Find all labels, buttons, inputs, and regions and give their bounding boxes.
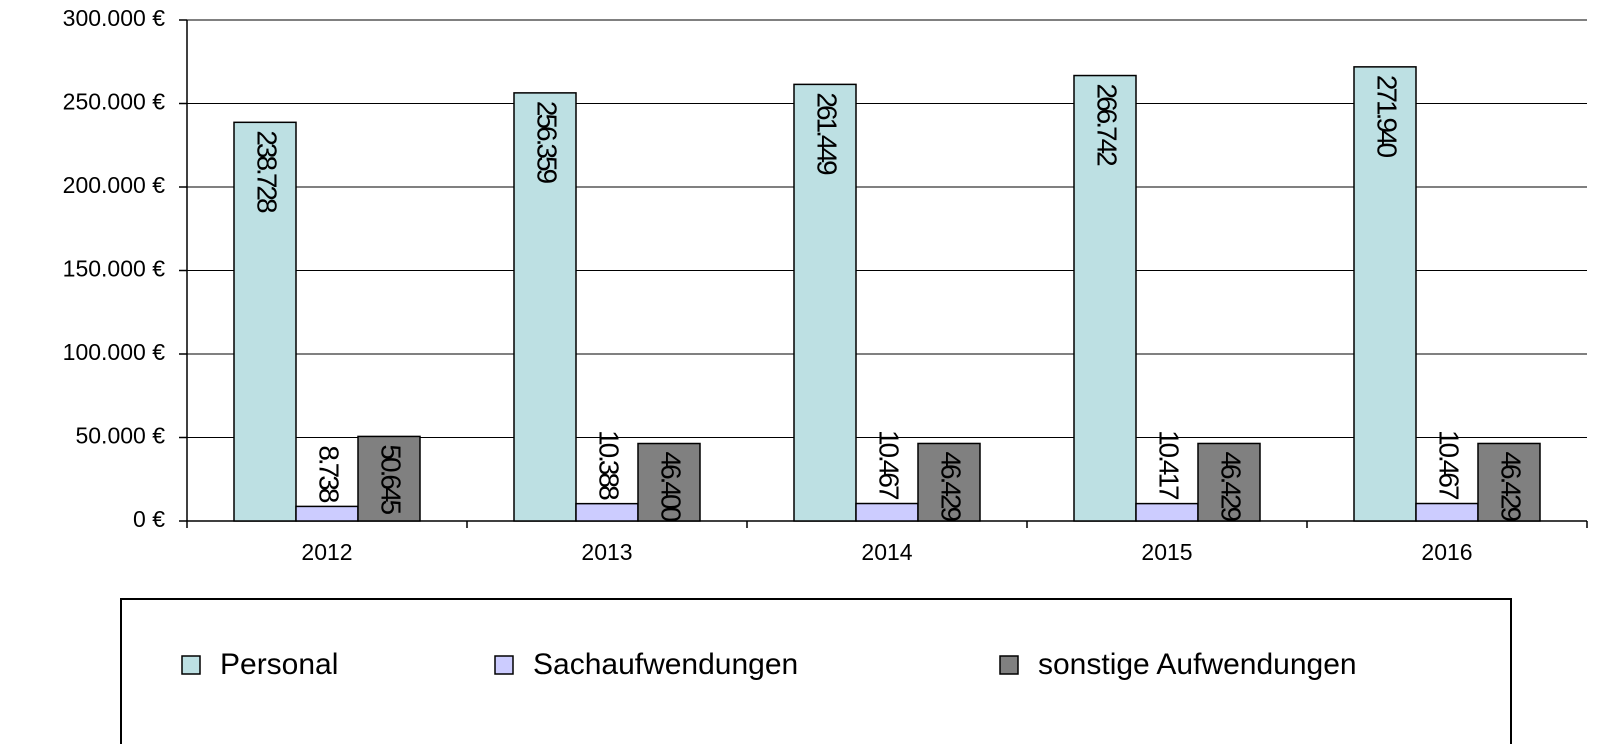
legend-swatch	[494, 655, 514, 675]
data-label: 266.742	[1092, 84, 1123, 167]
data-label: 10.388	[594, 430, 625, 500]
bar	[513, 92, 577, 522]
data-label: 46.429	[936, 451, 967, 521]
bar	[1073, 74, 1137, 522]
bar	[917, 442, 981, 522]
x-tick-label: 2015	[1141, 539, 1192, 565]
y-tick-label: 200.000 €	[63, 172, 166, 198]
data-label: 46.429	[1496, 451, 1527, 521]
bar	[1477, 442, 1541, 522]
legend-box	[120, 598, 1512, 744]
y-tick-label: 100.000 €	[63, 339, 166, 365]
bar	[1135, 502, 1199, 522]
data-label: 10.467	[1434, 430, 1465, 500]
y-tick-label: 0 €	[133, 506, 165, 532]
bar	[357, 435, 421, 522]
bar	[1353, 66, 1417, 522]
bar	[1415, 502, 1479, 522]
x-tick-label: 2012	[301, 539, 352, 565]
bar	[575, 502, 639, 522]
data-label: 46.429	[1216, 451, 1247, 521]
data-label: 256.359	[532, 101, 563, 184]
bar	[233, 121, 297, 522]
legend-swatch	[999, 655, 1019, 675]
y-tick-label: 150.000 €	[63, 256, 166, 282]
legend-label: Sachaufwendungen	[533, 648, 798, 681]
y-tick-label: 50.000 €	[75, 423, 165, 449]
x-tick-label: 2014	[861, 539, 912, 565]
bar	[295, 505, 359, 522]
y-tick-label: 300.000 €	[63, 5, 166, 31]
data-label: 10.417	[1154, 430, 1185, 500]
bar	[637, 442, 701, 522]
bar	[1197, 442, 1261, 522]
data-label: 50.645	[376, 444, 407, 514]
bar	[855, 502, 919, 522]
legend-label: Personal	[220, 648, 338, 681]
data-label: 261.449	[812, 92, 843, 175]
bar	[793, 83, 857, 522]
legend-swatch	[181, 655, 201, 675]
y-tick-label: 250.000 €	[63, 89, 166, 115]
data-label: 8.738	[314, 445, 345, 502]
data-label: 238.728	[252, 130, 283, 213]
x-tick-label: 2013	[581, 539, 632, 565]
data-label: 271.940	[1372, 75, 1403, 158]
data-label: 10.467	[874, 430, 905, 500]
data-label: 46.400	[656, 452, 687, 522]
x-tick-label: 2016	[1421, 539, 1472, 565]
legend-label: sonstige Aufwendungen	[1038, 648, 1357, 681]
